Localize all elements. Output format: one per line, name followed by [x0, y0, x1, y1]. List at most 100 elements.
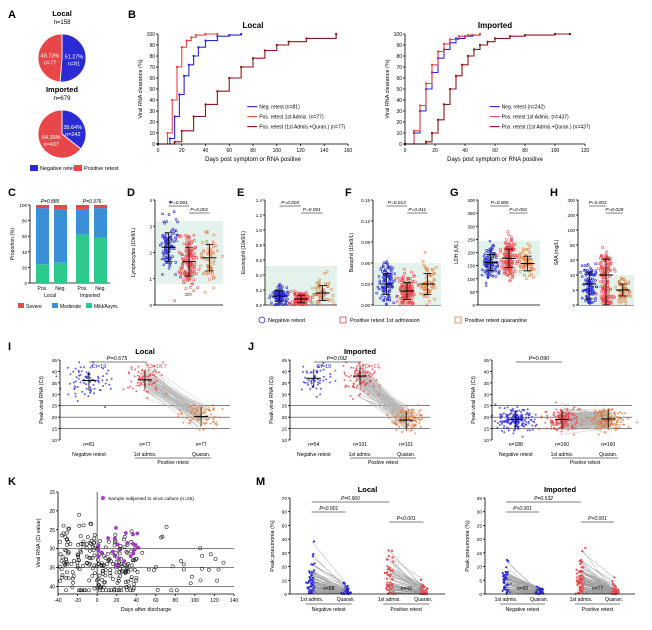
ct-point — [616, 419, 619, 422]
k-xtick-label: -40 — [54, 598, 61, 604]
data-point — [511, 242, 515, 245]
pneu-paired-line — [580, 586, 615, 592]
ct-point — [77, 377, 80, 380]
ct-point — [559, 410, 562, 413]
data-point — [385, 260, 389, 263]
ct-point — [196, 407, 199, 410]
ct-point — [69, 382, 72, 385]
ct-point — [349, 379, 352, 382]
ct-point — [521, 422, 524, 425]
data-point — [211, 250, 214, 254]
data-point — [613, 296, 617, 299]
pvalue-label: P=0.001 — [303, 207, 321, 213]
pneu-point — [505, 566, 508, 569]
pneu-paired-line — [505, 574, 540, 593]
km-censor-mark — [305, 37, 308, 40]
data-point — [434, 266, 438, 269]
ct-point — [141, 377, 144, 380]
ct-point — [133, 375, 136, 378]
ct-point — [600, 412, 603, 415]
data-point — [393, 279, 396, 282]
pneu-point — [576, 581, 579, 584]
data-point — [512, 266, 516, 270]
k-culture-point — [99, 550, 104, 555]
data-point — [186, 272, 189, 275]
k-point — [92, 545, 97, 550]
k-point — [209, 552, 213, 557]
ct-pvalue-label: P=0.090 — [529, 356, 551, 362]
pneu-point — [306, 581, 309, 585]
data-point — [624, 280, 627, 284]
ct-point — [531, 415, 534, 418]
k-point — [114, 570, 119, 575]
pneu-paired-line — [389, 559, 424, 594]
ct-point — [501, 430, 504, 433]
ct-point — [577, 408, 580, 411]
ct-paired-line — [144, 387, 202, 423]
ct-point — [129, 385, 132, 388]
ct-point — [198, 429, 201, 432]
ct-point — [415, 420, 418, 423]
ct-point — [402, 416, 405, 419]
data-point — [506, 243, 510, 246]
ct-point — [506, 421, 509, 424]
km-axes-B_local-ytick-label: 0 — [152, 142, 155, 148]
ct-point — [593, 416, 596, 419]
ct-point — [307, 379, 310, 382]
data-point — [433, 297, 436, 301]
k-point — [83, 588, 88, 593]
km-xtick-label: 120 — [296, 148, 305, 154]
data-point — [377, 275, 381, 278]
ct-point — [614, 429, 617, 432]
km-censor-mark — [449, 88, 451, 90]
ct-point — [604, 423, 607, 426]
k-point — [134, 578, 139, 583]
ct-point — [510, 411, 513, 414]
dot-axes-E-ytick-label: 0.4 — [256, 273, 263, 278]
dot-axes-D-ytick-label: 4 — [149, 198, 152, 203]
k-point — [119, 588, 124, 593]
ct-point — [83, 366, 86, 369]
ct-point — [571, 427, 574, 430]
km-censor-mark — [178, 93, 181, 96]
ct-point — [496, 422, 499, 425]
ct-point — [565, 409, 568, 412]
pneu-paired-line — [505, 574, 540, 587]
ct-point — [564, 423, 567, 426]
ct-point — [617, 418, 620, 421]
ct-point — [176, 416, 179, 419]
data-point — [401, 300, 404, 303]
pneu-point — [305, 581, 308, 584]
pie-slice — [61, 109, 87, 150]
ct-point — [402, 415, 405, 418]
ct-point — [596, 426, 599, 429]
dot-axes-G-ylabel: LDH (U/L) — [454, 241, 460, 264]
data-point — [165, 220, 169, 223]
km-censor-mark — [180, 129, 183, 132]
ct-point — [555, 408, 558, 411]
ct-point — [204, 416, 207, 419]
pneu-point — [501, 571, 504, 575]
data-point — [280, 291, 284, 294]
data-point — [174, 273, 177, 276]
ct-paired-line — [355, 372, 404, 421]
k-culture-point — [132, 547, 137, 552]
ct-point — [90, 388, 93, 391]
dot-axes-E-ytick-label: 1.4 — [256, 198, 263, 203]
ct-group-label: Positive retest — [157, 460, 189, 466]
data-point — [181, 278, 185, 281]
bar-segment — [94, 205, 107, 209]
data-point — [627, 280, 631, 284]
pneu-point — [504, 578, 507, 581]
ct-point — [601, 424, 604, 427]
ct-point — [360, 382, 363, 385]
ct-axes-J_right-ytick-label: 25 — [484, 404, 490, 410]
km-censor-mark — [204, 103, 207, 106]
k-culture-point — [113, 525, 118, 530]
ct-point — [555, 420, 558, 423]
ct-point — [503, 419, 506, 422]
ct-point — [89, 390, 92, 393]
k-point — [96, 557, 100, 562]
km-xtick-label: 100 — [551, 148, 560, 154]
ct-point — [77, 369, 80, 372]
